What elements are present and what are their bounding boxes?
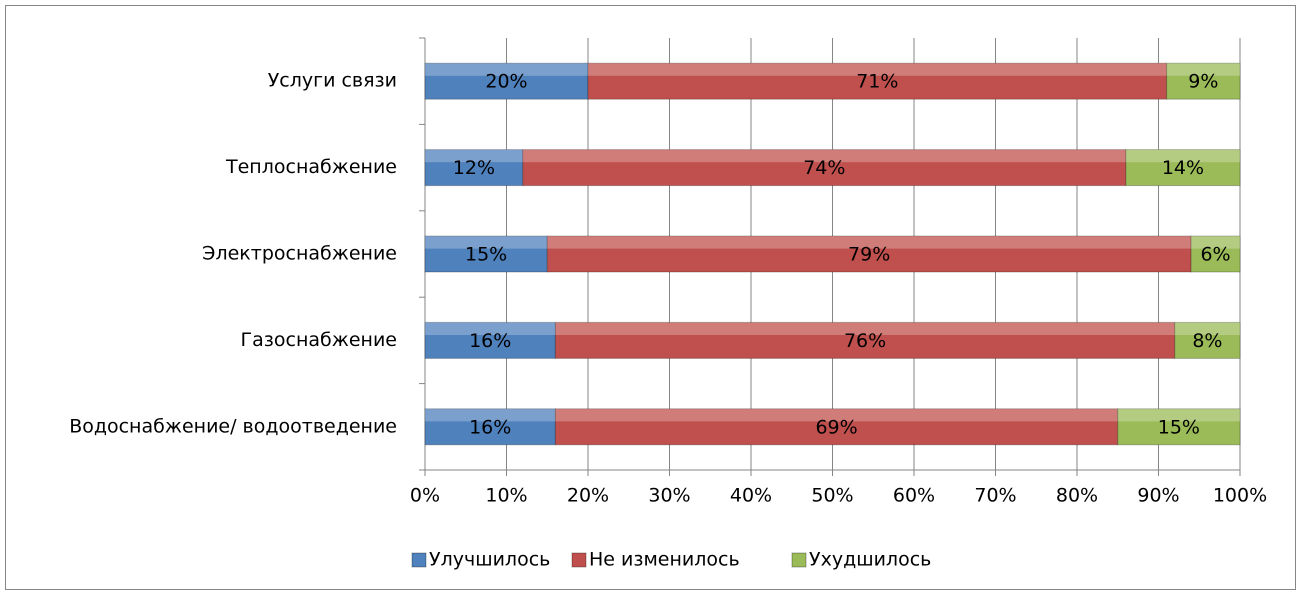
- value-label: 8%: [1192, 330, 1222, 352]
- legend-label: Улучшилось: [429, 549, 550, 571]
- x-tick-label: 20%: [567, 485, 609, 507]
- value-label: 16%: [469, 330, 511, 352]
- bar-highlight: [425, 149, 523, 163]
- bar-segment: [522, 149, 1127, 187]
- value-label: 9%: [1188, 71, 1218, 93]
- bar-segment: [587, 62, 1168, 100]
- bar-segment: [1125, 149, 1241, 187]
- y-tick-label: Электроснабжение: [202, 243, 397, 265]
- bar-highlight: [1166, 63, 1240, 76]
- bar-segment: [1174, 321, 1241, 359]
- bar-highlight: [588, 63, 1167, 76]
- x-tick-label: 70%: [974, 485, 1016, 507]
- bar-highlight: [425, 322, 556, 335]
- bar-highlight: [555, 322, 1175, 335]
- value-label: 6%: [1200, 244, 1230, 266]
- y-tick-label: Водоснабжение/ водоотведение: [69, 415, 397, 437]
- bar-highlight: [1174, 322, 1240, 335]
- x-tick-label: 90%: [1137, 485, 1179, 507]
- x-tick-label: 30%: [648, 485, 690, 507]
- y-tick-label: Газоснабжение: [241, 329, 397, 351]
- bar-segment: [546, 235, 1192, 273]
- x-tick-label: 0%: [410, 485, 440, 507]
- legend-label: Не изменилось: [589, 549, 740, 571]
- legend-swatch: [791, 552, 807, 568]
- x-tick-label: 60%: [893, 485, 935, 507]
- value-label: 16%: [469, 416, 511, 438]
- bar-highlight: [425, 63, 588, 76]
- bar-highlight: [1125, 149, 1240, 163]
- value-label: 79%: [848, 244, 890, 266]
- bar-highlight: [1117, 408, 1240, 422]
- legend-swatch: [571, 552, 587, 568]
- x-tick-label: 50%: [811, 485, 853, 507]
- value-label: 15%: [465, 244, 507, 266]
- bar-segment: [424, 149, 524, 187]
- chart-border: [5, 5, 1296, 590]
- bar-highlight: [1191, 236, 1240, 249]
- value-label: 14%: [1162, 157, 1204, 179]
- bar-highlight: [555, 408, 1118, 422]
- legend-label: Ухудшилось: [809, 549, 931, 571]
- bar-highlight: [522, 149, 1126, 163]
- value-label: 69%: [815, 416, 857, 438]
- bar-segment: [554, 321, 1176, 359]
- bar-segment: [1117, 408, 1241, 446]
- bar-segment: [1166, 62, 1241, 100]
- value-label: 74%: [803, 157, 845, 179]
- bar-highlight: [425, 236, 548, 249]
- x-tick-label: 80%: [1056, 485, 1098, 507]
- x-tick-label: 40%: [730, 485, 772, 507]
- y-tick-label: Теплоснабжение: [225, 156, 397, 178]
- x-tick-label: 100%: [1213, 485, 1267, 507]
- bar-segment: [554, 408, 1119, 446]
- y-tick-label: Услуги связи: [268, 70, 397, 92]
- bar-highlight: [425, 408, 556, 422]
- bar-highlight: [547, 236, 1192, 249]
- value-label: 15%: [1158, 416, 1200, 438]
- x-tick-label: 10%: [485, 485, 527, 507]
- bar-segment: [424, 408, 556, 446]
- value-label: 12%: [453, 157, 495, 179]
- value-label: 71%: [856, 71, 898, 93]
- bar-segment: [424, 235, 548, 273]
- value-label: 20%: [485, 71, 527, 93]
- value-label: 76%: [844, 330, 886, 352]
- bar-segment: [1190, 235, 1241, 273]
- legend-swatch: [411, 552, 427, 568]
